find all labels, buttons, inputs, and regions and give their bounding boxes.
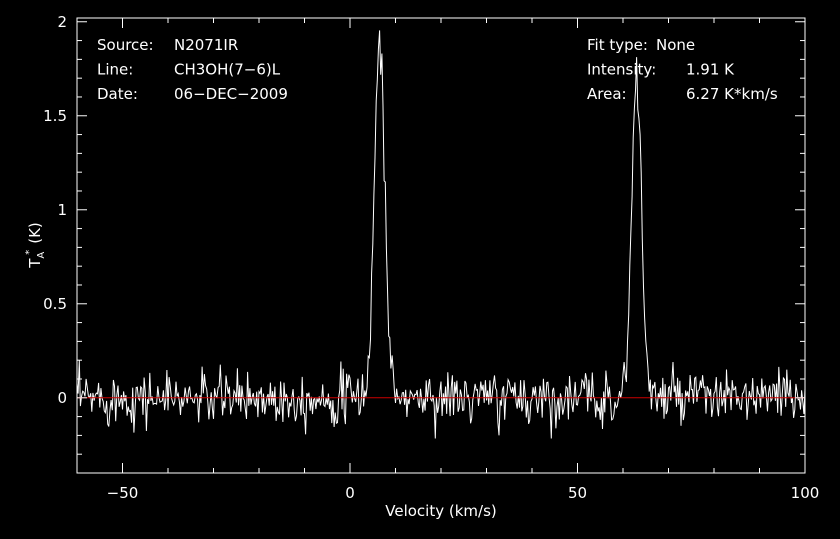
tick-labels: −50 0 50 100 0 0.5 1 1.5 2: [43, 13, 819, 502]
x-tick-label: 0: [345, 484, 355, 502]
info-right-label: Intensity:: [587, 61, 656, 79]
info-left-value: 06−DEC−2009: [174, 85, 288, 103]
y-tick-label: 0.5: [43, 295, 67, 313]
info-left-label: Line:: [97, 61, 133, 79]
info-right-value: None: [656, 36, 695, 54]
y-tick-label: 1: [57, 201, 67, 219]
info-left-value: N2071IR: [174, 36, 238, 54]
y-tick-label: 0: [57, 389, 67, 407]
y-axis-unit: (K): [26, 222, 44, 244]
info-left-value: CH3OH(7−6)L: [174, 61, 281, 79]
info-right-label: Fit type:: [587, 36, 648, 54]
plot-area: [77, 30, 805, 439]
info-right-label: Area:: [587, 85, 627, 103]
y-tick-label: 2: [57, 13, 67, 31]
info-panel-left: Source: N2071IR Line: CH3OH(7−6)L Date: 06−DE…: [97, 36, 288, 103]
axis-ticks: [76, 18, 806, 474]
x-tick-label: 50: [568, 484, 587, 502]
y-tick-label: 1.5: [43, 107, 67, 125]
x-axis-label: Velocity (km/s): [385, 502, 496, 520]
spectrum-line: [77, 30, 805, 439]
x-tick-label: 100: [791, 484, 820, 502]
info-left-label: Date:: [97, 85, 138, 103]
info-right-value: 1.91 K: [686, 61, 735, 79]
x-tick-label: −50: [107, 484, 139, 502]
svg-text:TA*(K): TA* (K): [24, 222, 47, 269]
y-axis-label: TA* (K): [24, 222, 47, 269]
y-axis-symbol: T: [26, 258, 44, 269]
info-left-label: Source:: [97, 36, 154, 54]
info-right-value: 6.27 K*km/s: [686, 85, 778, 103]
y-axis-superscript: *: [24, 250, 35, 255]
y-axis-subscript: A: [36, 252, 47, 259]
